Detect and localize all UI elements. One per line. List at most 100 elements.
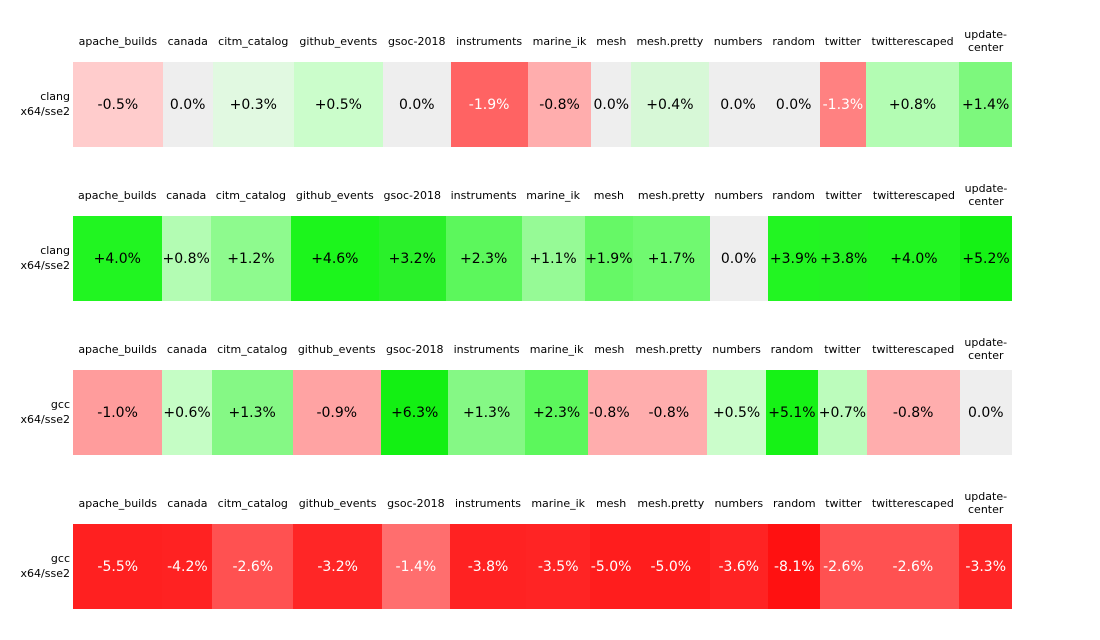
column-header-row: apache_builds canada citm_catalog github_ev… <box>0 174 1012 216</box>
heatmap-table: apache_builds canada citm_catalog github_ev… <box>0 174 1012 301</box>
corner-spacer <box>0 174 73 216</box>
column-header-citm_catalog: citm_catalog <box>211 328 293 370</box>
heatmap-cell-gsoc-2018: -1.4% <box>382 524 450 609</box>
heatmap-cell-apache_builds: -1.0% <box>73 370 163 455</box>
column-header-citm_catalog: citm_catalog <box>212 482 294 524</box>
column-header-numbers: numbers <box>707 328 766 370</box>
column-header-gsoc-2018: gsoc-2018 <box>382 20 451 62</box>
heatmap-cell-citm_catalog: -2.6% <box>212 524 294 609</box>
column-header-instruments: instruments <box>448 328 525 370</box>
heatmap-cell-instruments: -1.9% <box>450 62 528 147</box>
column-header-row: apache_builds canada citm_catalog github_ev… <box>0 482 1012 524</box>
row-label: gcc x64/sse2 <box>0 370 73 455</box>
column-header-row: apache_builds canada citm_catalog github_ev… <box>0 20 1012 62</box>
column-header-apache_builds: apache_builds <box>73 20 163 62</box>
heatmap-cell-update-center: 0.0% <box>959 370 1012 455</box>
column-header-canada: canada <box>162 328 212 370</box>
row-label-line-1: gcc <box>50 552 70 566</box>
column-header-update-center: update- center <box>960 174 1012 216</box>
column-header-random: random <box>767 174 820 216</box>
column-header-github_events: github_events <box>293 20 383 62</box>
column-header-twitterescaped: twitterescaped <box>866 328 960 370</box>
column-header-mesh: mesh <box>584 174 634 216</box>
column-header-canada: canada <box>161 174 211 216</box>
column-header-numbers: numbers <box>708 20 768 62</box>
heatmap-cell-marine_ik: -3.5% <box>526 524 591 609</box>
column-header-numbers: numbers <box>709 174 768 216</box>
column-header-marine_ik: marine_ik <box>524 328 589 370</box>
heatmap-table: apache_builds canada citm_catalog github_ev… <box>0 482 1012 609</box>
row-label: clang x64/sse2 <box>0 216 73 301</box>
column-header-twitterescaped: twitterescaped <box>867 174 961 216</box>
column-header-gsoc-2018: gsoc-2018 <box>382 482 450 524</box>
heatmap-block-gcc-2: apache_builds canada citm_catalog github_ev… <box>0 482 1100 609</box>
column-header-citm_catalog: citm_catalog <box>210 174 291 216</box>
column-header-gsoc-2018: gsoc-2018 <box>378 174 446 216</box>
heatmap-cell-random: +3.9% <box>767 216 820 301</box>
row-label-line-2: x64/sse2 <box>20 566 70 580</box>
heatmap-table: apache_builds canada citm_catalog github_ev… <box>0 328 1012 455</box>
heatmap-cell-instruments: +1.3% <box>448 370 525 455</box>
row-label-line-2: x64/sse2 <box>20 412 70 426</box>
heatmap-cell-numbers: 0.0% <box>709 216 768 301</box>
heatmap-cell-citm_catalog: +1.3% <box>211 370 293 455</box>
row-label-line-2: x64/sse2 <box>20 104 70 118</box>
heatmap-cell-twitterescaped: -0.8% <box>866 370 960 455</box>
column-header-apache_builds: apache_builds <box>73 328 163 370</box>
heatmap-cell-citm_catalog: +0.3% <box>212 62 294 147</box>
heatmap-cell-twitter: +3.8% <box>819 216 868 301</box>
heatmap-cell-gsoc-2018: +6.3% <box>380 370 449 455</box>
heatmap-cell-twitterescaped: +4.0% <box>867 216 961 301</box>
heatmap-cell-mesh: +1.9% <box>584 216 634 301</box>
column-header-mesh: mesh <box>591 20 632 62</box>
heatmap-cell-gsoc-2018: 0.0% <box>382 62 451 147</box>
heatmap-table: apache_builds canada citm_catalog github_ev… <box>0 20 1012 147</box>
value-row: gcc x64/sse2 -5.5% -4.2% -2.6% -3.2% -1.4% -3… <box>0 524 1012 609</box>
column-header-citm_catalog: citm_catalog <box>212 20 294 62</box>
column-header-twitter: twitter <box>818 328 867 370</box>
heatmap-cell-gsoc-2018: +3.2% <box>378 216 446 301</box>
column-header-random: random <box>767 20 820 62</box>
heatmap-cell-canada: +0.8% <box>161 216 211 301</box>
column-header-github_events: github_events <box>292 328 381 370</box>
heatmap-block-clang-2: apache_builds canada citm_catalog github_ev… <box>0 174 1100 301</box>
heatmap-cell-citm_catalog: +1.2% <box>210 216 291 301</box>
value-row: clang x64/sse2 -0.5% 0.0% +0.3% +0.5% 0.0% -1… <box>0 62 1012 147</box>
column-header-twitter: twitter <box>819 20 866 62</box>
heatmap-cell-numbers: -3.6% <box>709 524 769 609</box>
value-row: clang x64/sse2 +4.0% +0.8% +1.2% +4.6% +3.2%… <box>0 216 1012 301</box>
heatmap-cell-canada: -4.2% <box>162 524 213 609</box>
column-header-marine_ik: marine_ik <box>527 20 592 62</box>
heatmap-cell-marine_ik: -0.8% <box>527 62 592 147</box>
column-header-instruments: instruments <box>449 482 527 524</box>
heatmap-block-gcc-1: apache_builds canada citm_catalog github_ev… <box>0 328 1100 455</box>
column-header-twitter: twitter <box>820 482 867 524</box>
heatmap-cell-apache_builds: +4.0% <box>73 216 162 301</box>
heatmap-cell-canada: 0.0% <box>162 62 213 147</box>
column-header-numbers: numbers <box>709 482 769 524</box>
heatmap-cell-twitterescaped: +0.8% <box>865 62 960 147</box>
heatmap-cell-numbers: 0.0% <box>708 62 768 147</box>
column-header-mesh.pretty: mesh.pretty <box>630 328 708 370</box>
column-header-marine_ik: marine_ik <box>526 482 591 524</box>
heatmap-cell-instruments: +2.3% <box>445 216 522 301</box>
column-header-github_events: github_events <box>293 482 383 524</box>
heatmap-cell-random: +5.1% <box>765 370 819 455</box>
column-header-apache_builds: apache_builds <box>73 482 163 524</box>
column-header-canada: canada <box>162 482 213 524</box>
corner-spacer <box>0 328 73 370</box>
column-header-instruments: instruments <box>445 174 522 216</box>
heatmap-cell-twitter: +0.7% <box>818 370 867 455</box>
column-header-mesh.pretty: mesh.pretty <box>631 20 709 62</box>
column-header-twitterescaped: twitterescaped <box>866 482 960 524</box>
row-label-line-1: gcc <box>50 398 70 412</box>
column-header-update-center: update- center <box>959 482 1012 524</box>
benchmark-heatmap-figure: apache_builds canada citm_catalog github_ev… <box>0 20 1100 609</box>
heatmap-cell-random: 0.0% <box>767 62 820 147</box>
column-header-update-center: update- center <box>959 20 1012 62</box>
row-label-line-1: clang <box>40 90 70 104</box>
row-label-line-1: clang <box>40 244 70 258</box>
heatmap-cell-numbers: +0.5% <box>707 370 766 455</box>
heatmap-cell-mesh: -5.0% <box>590 524 633 609</box>
value-row: gcc x64/sse2 -1.0% +0.6% +1.3% -0.9% +6.3% +1… <box>0 370 1012 455</box>
